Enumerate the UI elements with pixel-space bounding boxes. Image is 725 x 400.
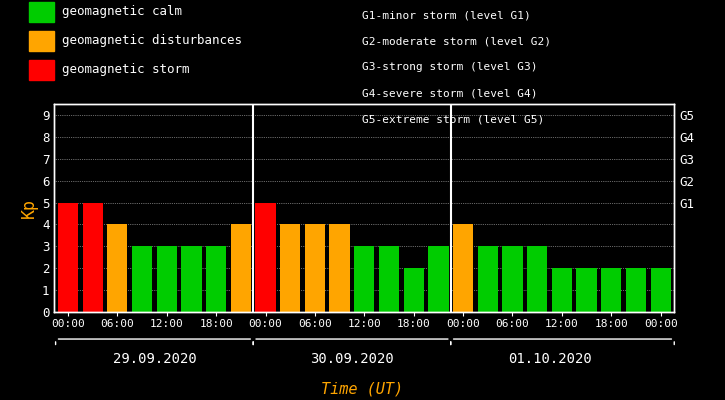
Bar — [329, 224, 349, 312]
Text: Time (UT): Time (UT) — [321, 381, 404, 396]
Text: 29.09.2020: 29.09.2020 — [112, 352, 196, 366]
Bar — [157, 246, 177, 312]
Text: G2-moderate storm (level G2): G2-moderate storm (level G2) — [362, 36, 552, 46]
Bar — [428, 246, 449, 312]
Bar — [626, 268, 646, 312]
Bar — [181, 246, 202, 312]
Bar — [404, 268, 424, 312]
Bar — [132, 246, 152, 312]
Text: 30.09.2020: 30.09.2020 — [310, 352, 394, 366]
Bar — [527, 246, 547, 312]
Bar — [453, 224, 473, 312]
Bar — [601, 268, 621, 312]
Bar — [576, 268, 597, 312]
Bar — [478, 246, 498, 312]
Y-axis label: Kp: Kp — [20, 198, 38, 218]
Bar — [355, 246, 374, 312]
Bar — [83, 202, 103, 312]
Text: geomagnetic disturbances: geomagnetic disturbances — [62, 34, 241, 47]
Bar — [255, 202, 276, 312]
Bar — [379, 246, 399, 312]
Text: geomagnetic storm: geomagnetic storm — [62, 63, 189, 76]
Bar — [650, 268, 671, 312]
Text: G3-strong storm (level G3): G3-strong storm (level G3) — [362, 62, 538, 72]
Bar — [231, 224, 251, 312]
Text: 01.10.2020: 01.10.2020 — [507, 352, 592, 366]
Bar — [107, 224, 128, 312]
Bar — [502, 246, 523, 312]
Text: geomagnetic calm: geomagnetic calm — [62, 6, 182, 18]
Text: G5-extreme storm (level G5): G5-extreme storm (level G5) — [362, 114, 544, 124]
Bar — [280, 224, 300, 312]
Bar — [552, 268, 572, 312]
Bar — [304, 224, 325, 312]
Bar — [58, 202, 78, 312]
Text: G1-minor storm (level G1): G1-minor storm (level G1) — [362, 10, 531, 20]
Text: G4-severe storm (level G4): G4-severe storm (level G4) — [362, 88, 538, 98]
Bar — [206, 246, 226, 312]
